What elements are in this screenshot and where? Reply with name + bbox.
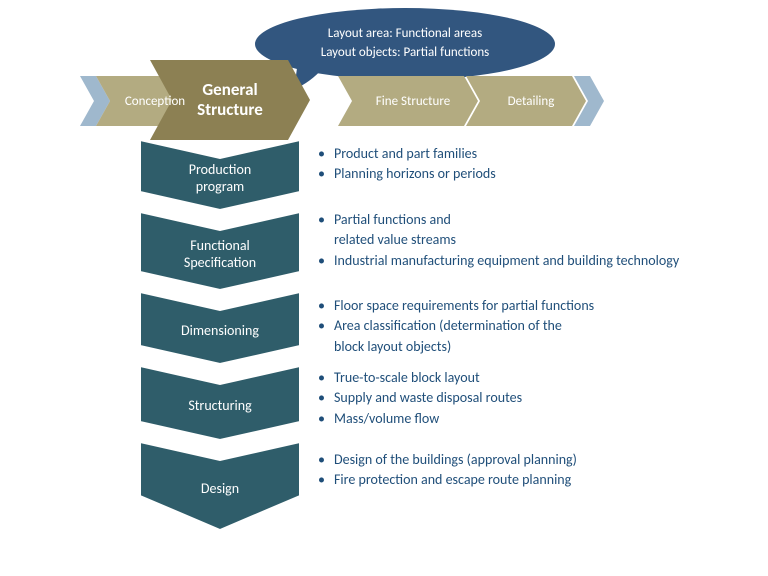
vertical-step-label: Productionprogram xyxy=(189,155,251,196)
bullet-item: Area classification (determination of th… xyxy=(318,316,738,357)
bullet-group: Floor space requirements for partial fun… xyxy=(318,296,738,357)
vertical-step: Productionprogram xyxy=(140,140,300,210)
bullet-item: Planning horizons or periods xyxy=(318,164,738,184)
vertical-steps: Productionprogram FunctionalSpecificatio… xyxy=(140,140,300,532)
bubble-line1: Layout area: Functional areas xyxy=(328,25,482,44)
step-fine-structure: Fine Structure xyxy=(338,76,478,126)
vertical-step-label: FunctionalSpecification xyxy=(184,231,256,272)
bullet-item: Mass/volume flow xyxy=(318,409,738,429)
vertical-step: Structuring xyxy=(140,366,300,440)
bullet-group: Design of the buildings (approval planni… xyxy=(318,450,738,491)
bullet-item: Industrial manufacturing equipment and b… xyxy=(318,251,738,271)
bullet-group: True-to-scale block layoutSupply and was… xyxy=(318,368,738,429)
vertical-step-label: Dimensioning xyxy=(181,316,259,340)
bullet-item: Partial functions andrelated value strea… xyxy=(318,210,738,251)
vertical-step: Dimensioning xyxy=(140,292,300,364)
vertical-step-label: Design xyxy=(201,474,239,498)
step-label: Conception xyxy=(109,94,191,109)
vertical-step: Design xyxy=(140,442,300,530)
step-label: GeneralStructure xyxy=(197,80,263,119)
bullet-group: Partial functions andrelated value strea… xyxy=(318,210,738,271)
bullet-item: True-to-scale block layout xyxy=(318,368,738,388)
step-detailing: Detailing xyxy=(466,76,586,126)
vertical-step: FunctionalSpecification xyxy=(140,212,300,290)
vertical-step-label: Structuring xyxy=(188,391,251,415)
bubble-line2: Layout objects: Partial functions xyxy=(321,44,490,63)
bullet-item: Floor space requirements for partial fun… xyxy=(318,296,738,316)
bullet-item: Supply and waste disposal routes xyxy=(318,388,738,408)
bullet-item: Product and part families xyxy=(318,144,738,164)
end-arrow xyxy=(574,76,604,126)
step-label: Detailing xyxy=(492,94,561,109)
bullet-item: Design of the buildings (approval planni… xyxy=(318,450,738,470)
bullet-group: Product and part familiesPlanning horizo… xyxy=(318,144,738,185)
bullet-item: Fire protection and escape route plannin… xyxy=(318,470,738,490)
step-label: Fine Structure xyxy=(360,94,456,109)
